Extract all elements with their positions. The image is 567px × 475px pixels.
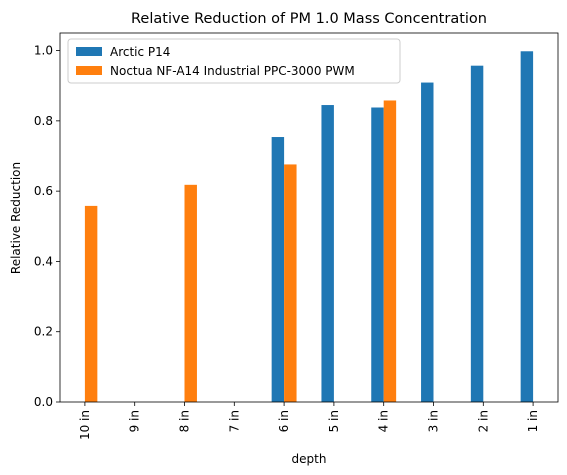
bar-s0-6-in [271, 137, 285, 402]
y-axis-label: Relative Reduction [9, 162, 23, 274]
x-tick-label: 8 in [178, 410, 192, 432]
x-tick-label: 5 in [327, 410, 341, 432]
y-axis: 0.0 0.2 0.4 0.6 0.8 1.0 [34, 44, 60, 409]
bar-s0-3-in [421, 82, 434, 403]
x-tick-label: 7 in [227, 410, 241, 432]
x-tick-label: 3 in [427, 410, 441, 432]
legend-label: Noctua NF-A14 Industrial PPC-3000 PWM [110, 64, 355, 78]
bar-s0-4-in [371, 107, 384, 402]
legend-box [67, 38, 401, 84]
y-tick-label: 1.0 [34, 44, 53, 58]
x-tick-label: 2 in [476, 410, 490, 432]
y-tick-label: 0.0 [34, 395, 53, 409]
plot-frame [59, 32, 559, 403]
legend-label: Arctic P14 [110, 45, 170, 59]
legend: Arctic P14 Noctua NF-A14 Industrial PPC-3… [67, 38, 401, 84]
bar-s0-1-in [520, 51, 534, 402]
y-tick-label: 0.6 [34, 184, 53, 198]
legend-swatch [76, 66, 102, 75]
bar-s1-6-in [284, 164, 297, 402]
y-tick-label: 0.2 [34, 325, 53, 339]
x-tick-label: 10 in [78, 410, 92, 440]
y-tick-label: 0.4 [34, 254, 53, 268]
bar-s1-4-in [383, 100, 397, 402]
x-tick-label: 6 in [277, 410, 291, 432]
x-axis-label: depth [292, 452, 327, 466]
chart-title: Relative Reduction of PM 1.0 Mass Concen… [131, 11, 487, 27]
x-tick-label: 1 in [526, 410, 540, 432]
x-tick-label: 9 in [128, 410, 142, 432]
y-tick-label: 0.8 [34, 114, 53, 128]
bar-s0-2-in [470, 65, 484, 402]
bar-s1-8-in [184, 184, 197, 402]
x-axis: 10 in 9 in 8 in 7 in 6 in 5 in 4 in 3 in 2 in 1 i… [78, 402, 540, 440]
plot-area [84, 51, 534, 403]
bar-s0-5-in [321, 105, 334, 403]
legend-swatch [76, 47, 102, 56]
bar-s1-10-in [84, 205, 98, 402]
x-tick-label: 4 in [377, 410, 391, 432]
